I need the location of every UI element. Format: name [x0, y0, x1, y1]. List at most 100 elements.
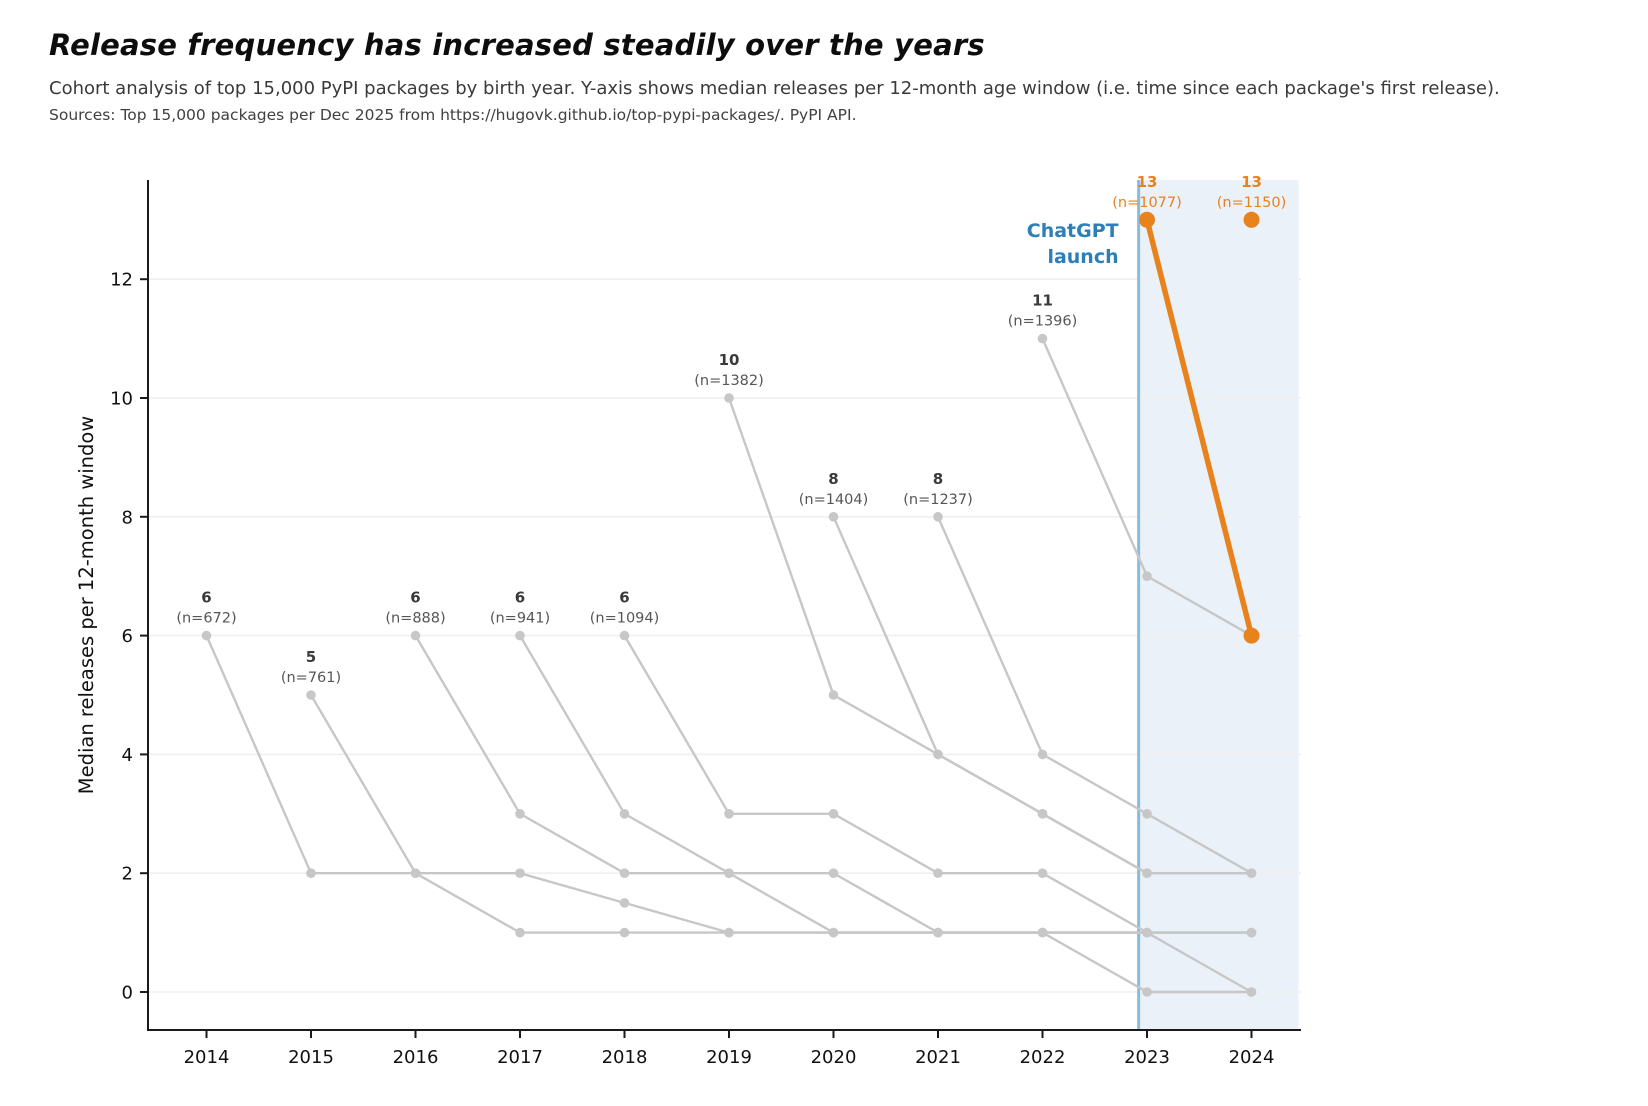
peak-value-label-2016: 6: [410, 589, 420, 607]
peak-n-label-2024: (n=1150): [1217, 195, 1287, 211]
post-chatgpt-shade: [1138, 180, 1299, 1029]
cohort-point-2015-2016: [410, 868, 421, 878]
cohort-point-2024-2024: [1243, 211, 1260, 228]
cohort-point-2015-2018: [619, 898, 630, 908]
cohort-peak-labels: 6 (n=672) 5 (n=761) 6 (n=888) 6 (n=941) 6 (n=1094…: [176, 173, 1286, 686]
peak-n-label-2022: (n=1396): [1008, 314, 1078, 330]
cohort-point-2017-2019: [724, 868, 734, 878]
cohort-point-2018-2018: [619, 630, 630, 641]
peak-value-label-2024: 13: [1241, 173, 1262, 191]
peak-n-label-2023: (n=1077): [1112, 195, 1182, 211]
cohort-point-2018-2022: [1037, 868, 1048, 878]
cohort-point-2017-2021: [933, 927, 943, 938]
x-tick-label-2022: 2022: [1020, 1047, 1066, 1068]
x-tick-label-2021: 2021: [915, 1047, 961, 1068]
cohort-point-2015-2019: [724, 927, 734, 938]
cohort-point-2015-2017: [515, 868, 525, 878]
x-tick-label-2019: 2019: [706, 1047, 752, 1068]
cohort-point-2022-2022: [1037, 333, 1048, 344]
chart-sources: Sources: Top 15,000 packages per Dec 202…: [49, 106, 857, 124]
peak-n-label-2021: (n=1237): [903, 492, 973, 508]
cohort-2018: [619, 630, 1257, 938]
cohort-point-2018-2024: [1246, 927, 1257, 938]
peak-value-label-2018: 6: [619, 589, 629, 607]
chatgpt-launch-label: ChatGPT launch: [1027, 220, 1119, 268]
cohort-2023: [1139, 211, 1260, 644]
cohort-point-2018-2021: [933, 868, 943, 878]
peak-n-label-2020: (n=1404): [799, 492, 869, 508]
x-tick-label-2015: 2015: [288, 1047, 334, 1068]
cohort-point-2020-2023: [1142, 868, 1152, 878]
cohort-point-2016-2017: [515, 809, 525, 819]
cohort-point-2023-2024: [1243, 627, 1260, 644]
cohort-point-2021-2024: [1246, 868, 1257, 878]
y-tick-label-12: 12: [110, 270, 133, 291]
cohort-point-2018-2020: [828, 809, 839, 819]
cohort-2021: [933, 512, 1257, 878]
peak-n-label-2018: (n=1094): [590, 611, 660, 627]
cohort-point-2016-2020: [828, 868, 839, 878]
x-tick-label-2024: 2024: [1229, 1047, 1275, 1068]
cohort-point-2017-2017: [515, 630, 525, 641]
cohort-2024: [1243, 211, 1260, 228]
cohort-point-2021-2021: [933, 512, 943, 522]
cohort-point-2014-2014: [201, 630, 212, 641]
chart-subtitle: Cohort analysis of top 15,000 PyPI packa…: [49, 78, 1500, 99]
cohort-point-2019-2020: [828, 690, 839, 700]
cohort-point-2022-2023: [1142, 571, 1152, 581]
x-tick-label-2020: 2020: [811, 1047, 857, 1068]
cohort-point-2014-2017: [515, 927, 525, 938]
cohort-line-2016: [414, 634, 1253, 934]
y-tick-label-10: 10: [110, 389, 133, 410]
peak-value-label-2021: 8: [933, 470, 943, 488]
cohort-point-2020-2022: [1037, 809, 1048, 819]
cohort-2016: [410, 630, 1257, 938]
peak-value-label-2019: 10: [719, 351, 740, 369]
peak-value-label-2023: 13: [1137, 173, 1158, 191]
cohort-point-2014-2018: [619, 927, 630, 938]
cohort-line-2023: [1144, 217, 1255, 639]
x-tick-label-2023: 2023: [1124, 1047, 1170, 1068]
cohort-point-2018-2023: [1142, 927, 1152, 938]
axes: 2014 2015 2016 2017 2018 2019 2020 2021 2022 2023…: [110, 180, 1301, 1068]
y-tick-label-8: 8: [122, 507, 133, 528]
cohort-point-2021-2023: [1142, 809, 1152, 819]
peak-n-label-2014: (n=672): [176, 611, 236, 627]
peak-value-label-2022: 11: [1032, 292, 1053, 310]
y-tick-label-0: 0: [122, 983, 133, 1004]
chart-title: Release frequency has increased steadily…: [49, 28, 985, 62]
cohort-point-2016-2016: [410, 630, 421, 641]
peak-n-label-2017: (n=941): [490, 611, 550, 627]
cohort-point-2016-2018: [619, 868, 630, 878]
cohort-point-2018-2019: [724, 809, 734, 819]
peak-value-label-2015: 5: [306, 648, 316, 666]
y-tick-label-2: 2: [122, 864, 133, 885]
peak-value-label-2014: 6: [201, 589, 211, 607]
chatgpt-launch-label-line1: ChatGPT: [1027, 220, 1119, 242]
cohort-point-2019-2019: [724, 393, 734, 403]
peak-n-label-2015: (n=761): [281, 670, 341, 686]
cohort-line-2017: [518, 634, 1253, 934]
x-tick-label-2018: 2018: [602, 1047, 648, 1068]
peak-value-label-2017: 6: [515, 589, 525, 607]
cohort-point-2015-2024: [1246, 987, 1257, 997]
x-tick-label-2014: 2014: [184, 1047, 230, 1068]
cohort-point-2014-2023: [1142, 987, 1152, 997]
cohort-point-2017-2018: [619, 809, 630, 819]
cohort-point-2014-2015: [306, 868, 316, 878]
cohort-point-2015-2015: [306, 690, 316, 700]
cohort-point-2020-2021: [933, 749, 943, 760]
cohort-point-2020-2020: [828, 512, 839, 522]
peak-value-label-2020: 8: [828, 470, 838, 488]
cohort-line-2015: [309, 693, 1253, 994]
chatgpt-launch-label-line2: launch: [1047, 246, 1118, 268]
x-tick-label-2017: 2017: [497, 1047, 543, 1068]
peak-n-label-2019: (n=1382): [694, 373, 764, 389]
cohort-point-2017-2020: [828, 927, 839, 938]
cohort-line-2021: [936, 515, 1253, 875]
y-tick-label-6: 6: [122, 626, 133, 647]
cohort-point-2017-2022: [1037, 927, 1048, 938]
cohort-point-2023-2023: [1139, 211, 1155, 228]
